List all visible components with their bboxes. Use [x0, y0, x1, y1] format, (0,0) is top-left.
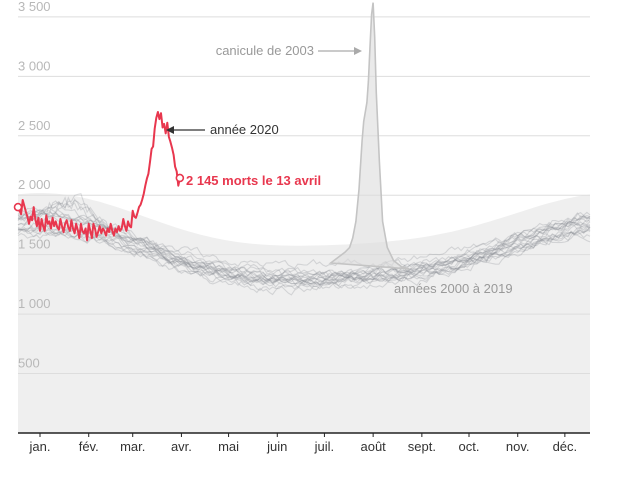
annotation-2020: année 2020 — [210, 122, 279, 137]
series-2020-end-marker — [175, 173, 185, 183]
past-year-line — [17, 206, 591, 284]
annotation-past-years: années 2000 à 2019 — [394, 281, 513, 296]
x-tick-label: jan. — [29, 439, 51, 454]
x-axis-ticks: jan. fév. mar. avr. mai juin juil. août sept. oct… — [29, 433, 578, 454]
y2020-arrow-head — [166, 126, 174, 134]
heatwave-arrow-head — [354, 47, 362, 55]
annotation-heatwave: canicule de 2003 — [216, 43, 314, 58]
past-year-line — [17, 224, 591, 287]
past-year-line — [17, 225, 591, 291]
x-tick-label: nov. — [506, 439, 530, 454]
y-tick-label: 1 000 — [18, 296, 51, 311]
past-year-line — [17, 193, 591, 285]
x-tick-label: juil. — [314, 439, 335, 454]
y-tick-label: 2 000 — [18, 177, 51, 192]
past-year-line — [17, 224, 591, 278]
series-2020 — [17, 111, 181, 242]
past-year-line — [17, 222, 591, 296]
x-tick-label: mar. — [120, 439, 145, 454]
x-tick-label: fév. — [79, 439, 99, 454]
y-axis-ticks: 500 1 000 1 500 2 000 2 500 3 000 3 500 — [18, 0, 51, 371]
gridlines — [18, 16, 590, 375]
x-tick-label: mai — [218, 439, 239, 454]
x-tick-label: oct. — [459, 439, 480, 454]
past-year-line — [17, 221, 591, 293]
past-year-line — [17, 226, 591, 286]
y-tick-label: 1 500 — [18, 237, 51, 252]
x-tick-label: avr. — [171, 439, 192, 454]
x-tick-label: juin — [266, 439, 287, 454]
y-tick-label: 2 500 — [18, 118, 51, 133]
y-tick-label: 3 500 — [18, 0, 51, 14]
past-years-band — [18, 193, 590, 433]
x-tick-label: déc. — [553, 439, 578, 454]
past-year-line — [17, 228, 591, 285]
x-tick-label: août — [360, 439, 386, 454]
series-2020-start-marker — [13, 202, 23, 212]
x-tick-label: sept. — [408, 439, 436, 454]
y-tick-label: 3 000 — [18, 58, 51, 73]
past-year-line — [17, 229, 591, 280]
annotation-latest-value: 2 145 morts le 13 avril — [186, 173, 321, 188]
y-tick-label: 500 — [18, 356, 40, 371]
past-year-line — [17, 206, 591, 282]
series-heatwave-2003 — [328, 2, 410, 270]
past-year-line — [17, 211, 591, 277]
past-year-line — [17, 211, 591, 270]
